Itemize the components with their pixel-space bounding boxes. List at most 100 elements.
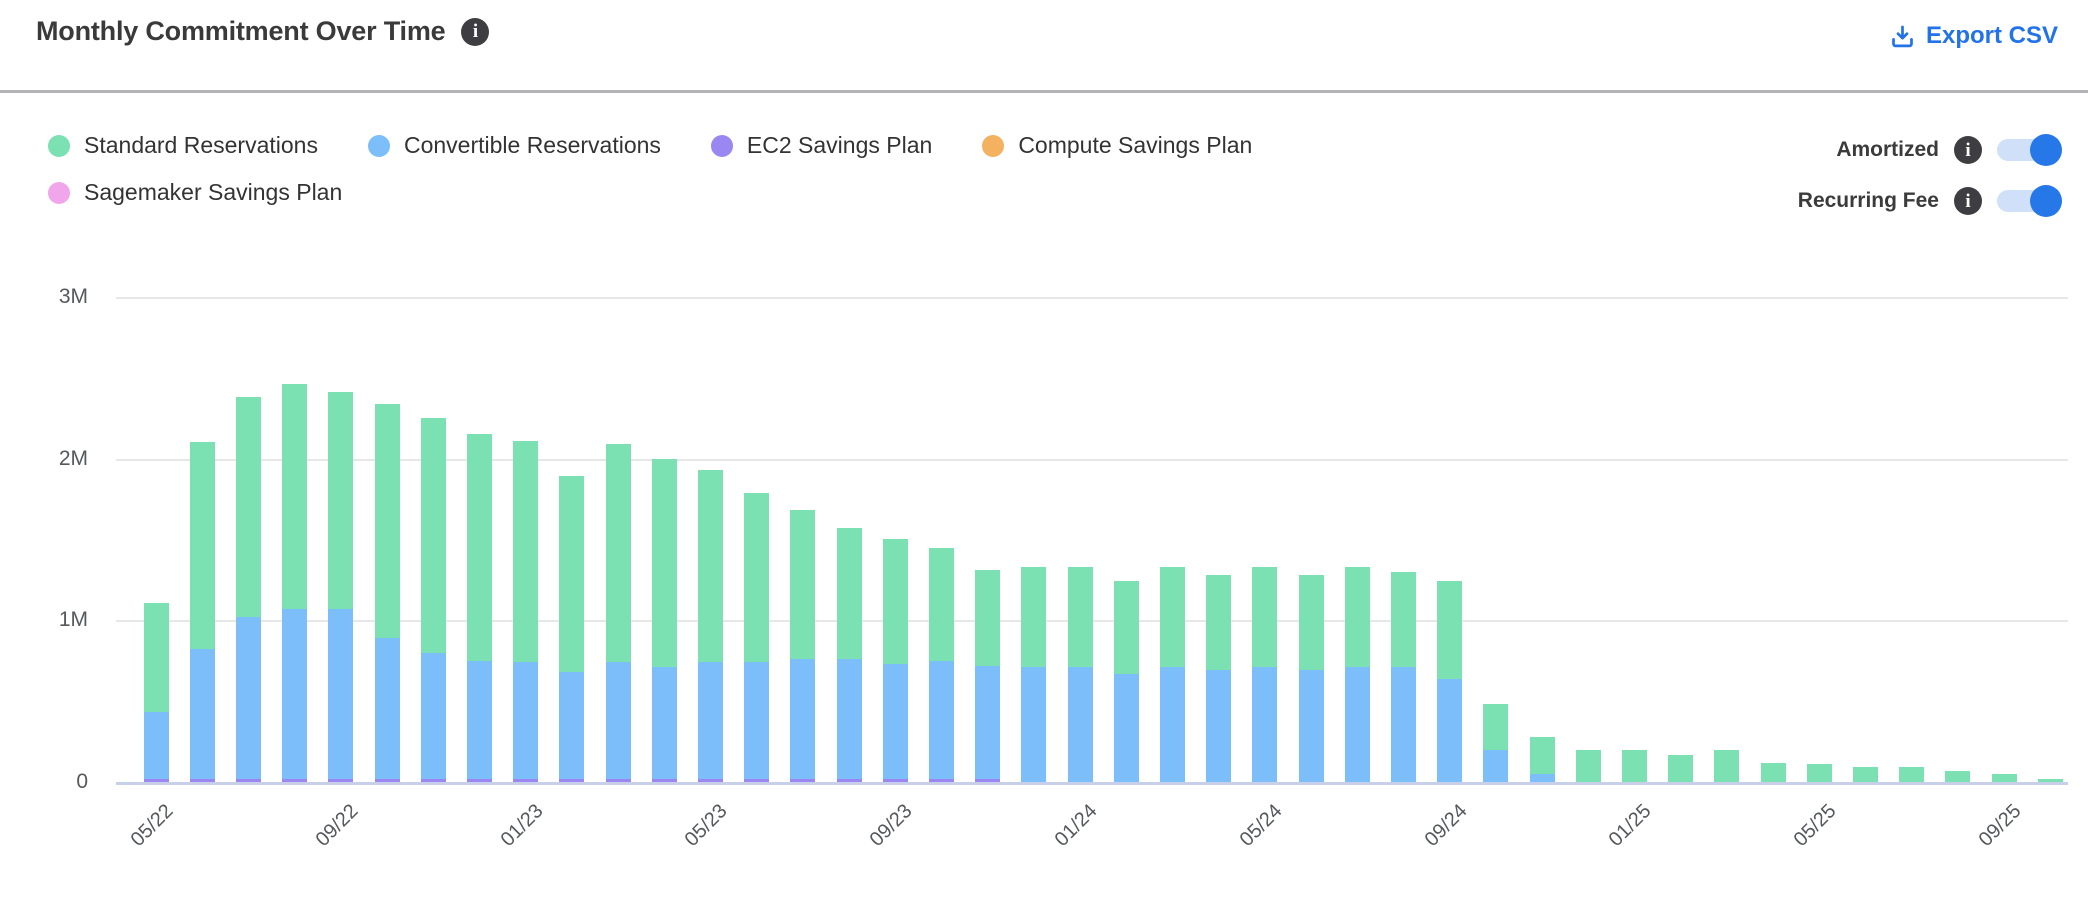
info-icon[interactable]: i — [1954, 187, 1982, 215]
bar-segment-convertible-reservations — [1021, 667, 1046, 782]
bar-segment-standard-reservations — [1160, 567, 1185, 667]
bar-segment-convertible-reservations — [883, 664, 908, 779]
toggle-label: Recurring Fee — [1797, 189, 1939, 212]
bar-segment-standard-reservations — [975, 570, 1000, 666]
x-axis-label-05-22: 05/22 — [126, 800, 178, 851]
legend-item-ec2-savings-plan[interactable]: EC2 Savings Plan — [710, 132, 933, 159]
x-axis-label-05-24: 05/24 — [1235, 800, 1287, 851]
bar-segment-standard-reservations — [1206, 575, 1231, 670]
bar-segment-standard-reservations — [1576, 750, 1601, 782]
legend-item-standard-reservations[interactable]: Standard Reservations — [48, 132, 318, 159]
gridline-3m — [116, 297, 2068, 299]
legend-item-sagemaker-savings-plan[interactable]: Sagemaker Savings Plan — [48, 179, 342, 206]
bar-06-23 — [744, 0, 769, 782]
bar-09-25 — [1992, 0, 2017, 782]
title-info-icon[interactable]: i — [461, 17, 490, 46]
bar-04-24 — [1206, 0, 1231, 782]
info-icon[interactable]: i — [1954, 136, 1982, 164]
bar-segment-convertible-reservations — [375, 638, 400, 779]
x-axis-label-05-25: 05/25 — [1789, 800, 1841, 851]
bar-segment-standard-reservations — [1853, 767, 1878, 782]
bar-segment-standard-reservations — [1299, 575, 1324, 670]
bar-01-23 — [513, 0, 538, 782]
bar-segment-ec2-savings-plan — [236, 779, 261, 782]
legend-dot-icon — [367, 134, 390, 157]
export-csv-label: Export CSV — [1925, 22, 2058, 49]
bar-segment-standard-reservations — [1807, 764, 1832, 782]
bar-05-25 — [1807, 0, 1832, 782]
bar-segment-ec2-savings-plan — [559, 779, 584, 782]
bar-12-23 — [1021, 0, 1046, 782]
bar-segment-ec2-savings-plan — [375, 779, 400, 782]
export-csv-button[interactable]: Export CSV — [1889, 22, 2058, 50]
bar-segment-standard-reservations — [2038, 779, 2063, 782]
x-axis-label-01-23: 01/23 — [496, 800, 548, 851]
bar-segment-convertible-reservations — [1114, 674, 1139, 782]
y-axis-label-1m: 1M — [58, 608, 88, 631]
bar-07-25 — [1899, 0, 1924, 782]
bar-12-24 — [1576, 0, 1601, 782]
bar-10-24 — [1483, 0, 1508, 782]
bar-segment-convertible-reservations — [513, 662, 538, 779]
x-axis-label-09-25: 09/25 — [1974, 800, 2026, 851]
bar-segment-standard-reservations — [1114, 581, 1139, 674]
bar-segment-convertible-reservations — [1483, 750, 1508, 782]
x-axis-label-05-23: 05/23 — [680, 800, 732, 851]
bar-segment-convertible-reservations — [1206, 670, 1231, 782]
bar-segment-convertible-reservations — [1345, 667, 1370, 782]
bar-segment-standard-reservations — [467, 434, 492, 661]
bar-06-24 — [1299, 0, 1324, 782]
legend-label: EC2 Savings Plan — [746, 132, 933, 158]
bar-segment-convertible-reservations — [1160, 667, 1185, 782]
bar-segment-standard-reservations — [1252, 567, 1277, 667]
legend-item-convertible-reservations[interactable]: Convertible Reservations — [367, 132, 661, 159]
bar-10-23 — [929, 0, 954, 782]
x-axis-line — [116, 782, 2068, 785]
legend-label: Convertible Reservations — [403, 132, 661, 158]
bar-06-22 — [190, 0, 215, 782]
legend-label: Compute Savings Plan — [1018, 132, 1253, 158]
x-axis-label-09-24: 09/24 — [1420, 800, 1472, 851]
bar-07-24 — [1345, 0, 1370, 782]
bar-segment-convertible-reservations — [929, 661, 954, 779]
bar-segment-ec2-savings-plan — [929, 779, 954, 782]
bar-segment-ec2-savings-plan — [606, 779, 631, 782]
bar-segment-convertible-reservations — [421, 653, 446, 779]
bar-segment-convertible-reservations — [236, 617, 261, 779]
toggle-panel: Amortized i Recurring Fee i — [1798, 132, 2062, 219]
bar-segment-convertible-reservations — [1530, 774, 1555, 782]
bar-segment-standard-reservations — [698, 470, 723, 662]
legend-dot-icon — [710, 134, 733, 157]
bar-segment-standard-reservations — [421, 418, 446, 653]
bar-08-23 — [837, 0, 862, 782]
bar-segment-ec2-savings-plan — [144, 779, 169, 782]
legend-item-compute-savings-plan[interactable]: Compute Savings Plan — [982, 132, 1252, 159]
bar-segment-standard-reservations — [282, 384, 307, 609]
bar-segment-standard-reservations — [328, 392, 353, 609]
bar-07-23 — [790, 0, 815, 782]
bar-segment-ec2-savings-plan — [421, 779, 446, 782]
toggle-label: Amortized — [1836, 138, 1939, 161]
bar-02-25 — [1668, 0, 1693, 782]
bar-segment-standard-reservations — [1945, 771, 1970, 782]
bar-segment-convertible-reservations — [328, 609, 353, 779]
bar-02-24 — [1114, 0, 1139, 782]
bar-segment-standard-reservations — [1899, 767, 1924, 782]
bar-segment-standard-reservations — [1021, 567, 1046, 667]
bar-11-24 — [1530, 0, 1555, 782]
bar-segment-standard-reservations — [190, 442, 215, 649]
bar-04-25 — [1761, 0, 1786, 782]
bar-segment-convertible-reservations — [652, 667, 677, 779]
bar-segment-standard-reservations — [1345, 567, 1370, 667]
bar-segment-convertible-reservations — [559, 672, 584, 779]
toggle-switch-amortized[interactable] — [1997, 134, 2062, 166]
bar-10-25 — [2038, 0, 2063, 782]
y-axis-label-2m: 2M — [58, 447, 88, 470]
bar-segment-convertible-reservations — [1391, 667, 1416, 782]
bar-segment-convertible-reservations — [606, 662, 631, 779]
bar-segment-convertible-reservations — [837, 659, 862, 779]
toggle-switch-recurring-fee[interactable] — [1997, 185, 2062, 217]
bar-segment-ec2-savings-plan — [790, 779, 815, 782]
bar-segment-ec2-savings-plan — [975, 779, 1000, 782]
